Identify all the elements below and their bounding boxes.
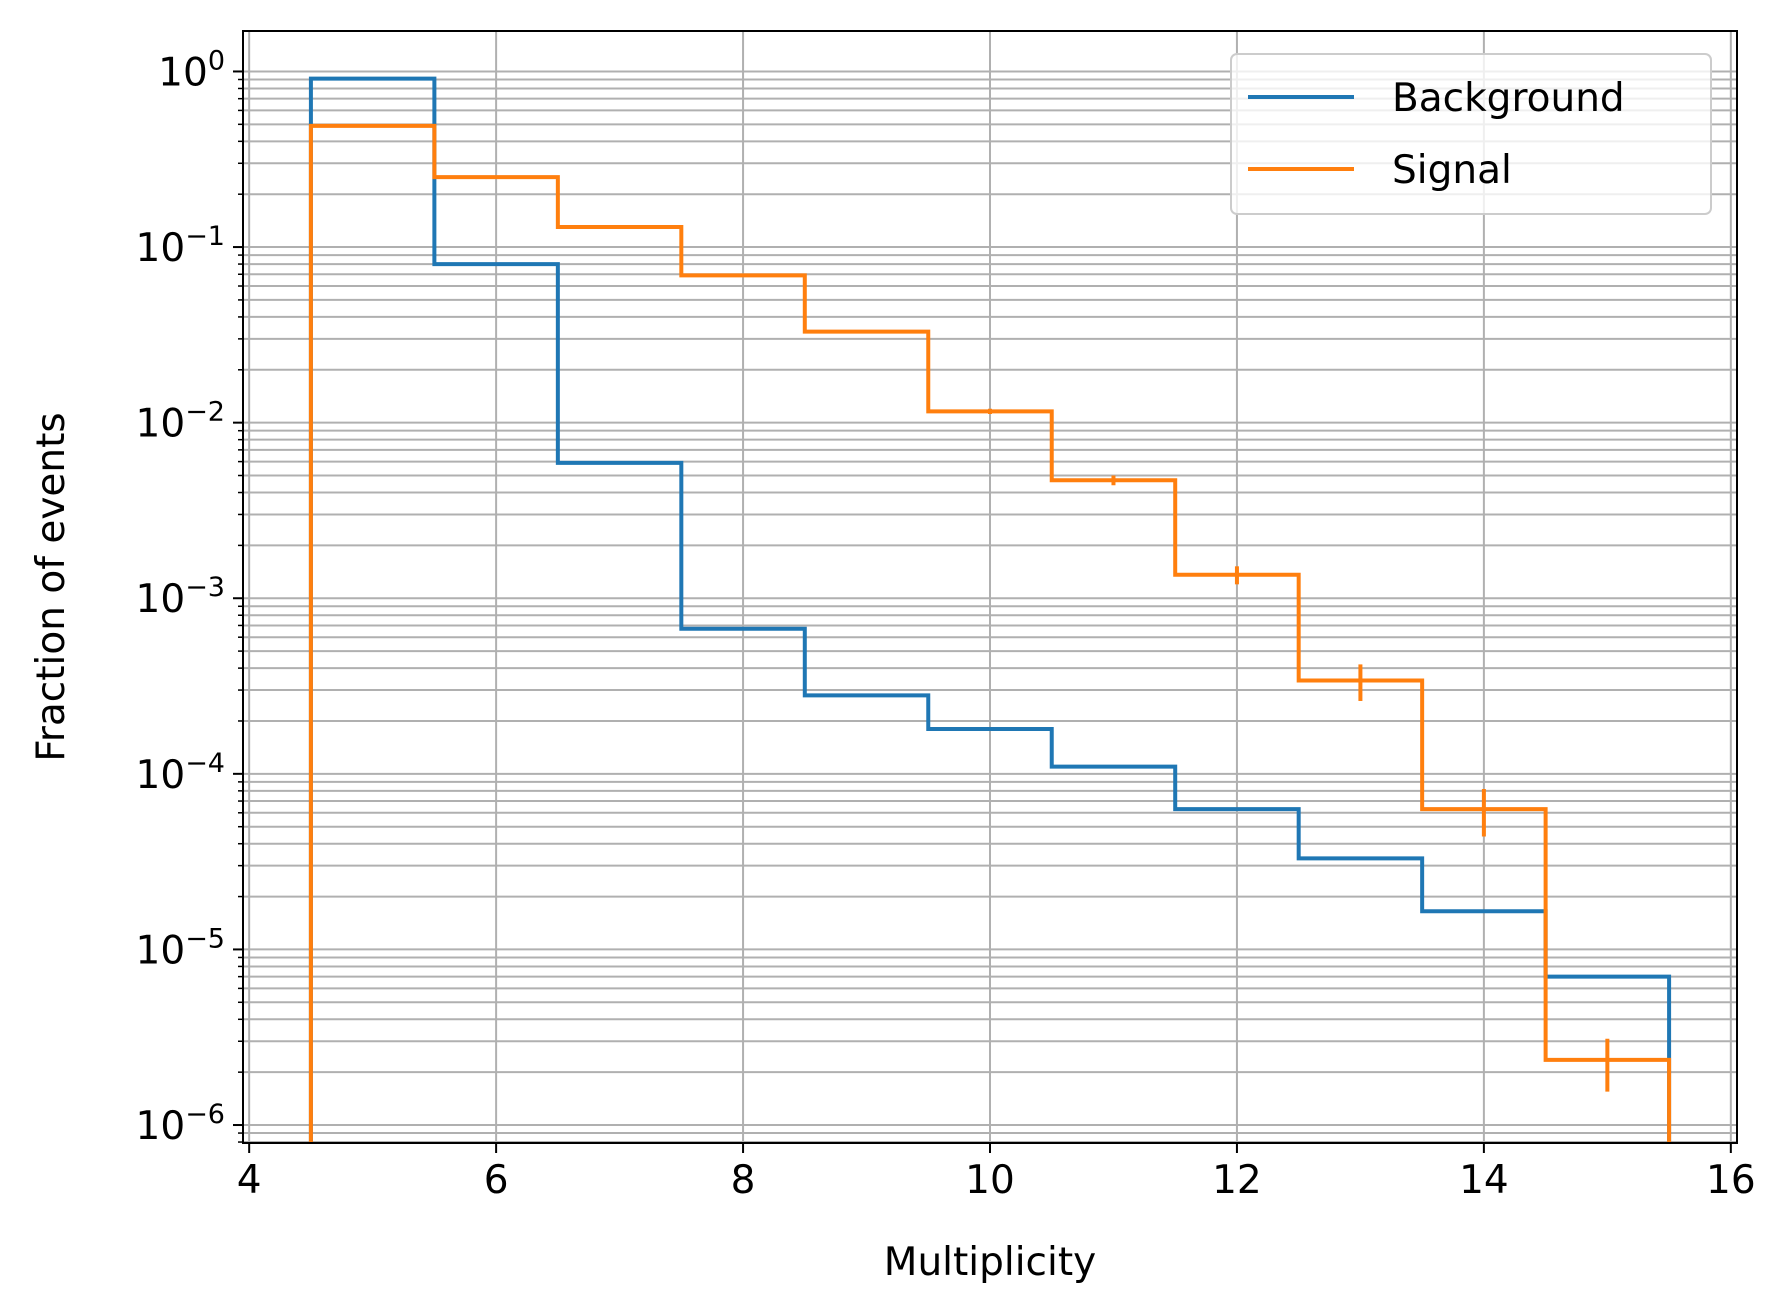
x-tick-label: 6 (484, 1158, 509, 1203)
x-axis-label: Multiplicity (884, 1240, 1096, 1285)
x-tick-label: 14 (1459, 1158, 1509, 1203)
ticks: 4 6 8 10 12 14 16 100 10−1 10−2 10−3 10−4 10−5 10−6 (136, 45, 1756, 1203)
x-tick-label: 16 (1706, 1158, 1756, 1203)
y-tick-label: 10−5 (136, 923, 225, 973)
y-tick-label: 10−6 (136, 1099, 225, 1149)
legend-box (1230, 53, 1712, 215)
x-tick-label: 12 (1212, 1158, 1262, 1203)
y-axis-label: Fraction of events (29, 412, 74, 761)
legend: Background Signal (1230, 53, 1712, 215)
y-tick-label: 10−1 (136, 221, 225, 271)
y-tick-label: 10−2 (136, 397, 225, 447)
legend-signal-label: Signal (1392, 148, 1512, 193)
x-tick-label: 4 (237, 1158, 262, 1203)
series-layer (308, 76, 1672, 1143)
y-tick-label: 10−4 (136, 748, 225, 798)
x-tick-label: 10 (965, 1158, 1015, 1203)
series-background-step (308, 76, 1672, 1143)
y-tick-label: 10−3 (136, 572, 225, 622)
y-tick-label: 100 (158, 45, 225, 95)
legend-background-label: Background (1392, 76, 1625, 121)
x-tick-label: 8 (731, 1158, 756, 1203)
grid (243, 31, 1737, 1144)
